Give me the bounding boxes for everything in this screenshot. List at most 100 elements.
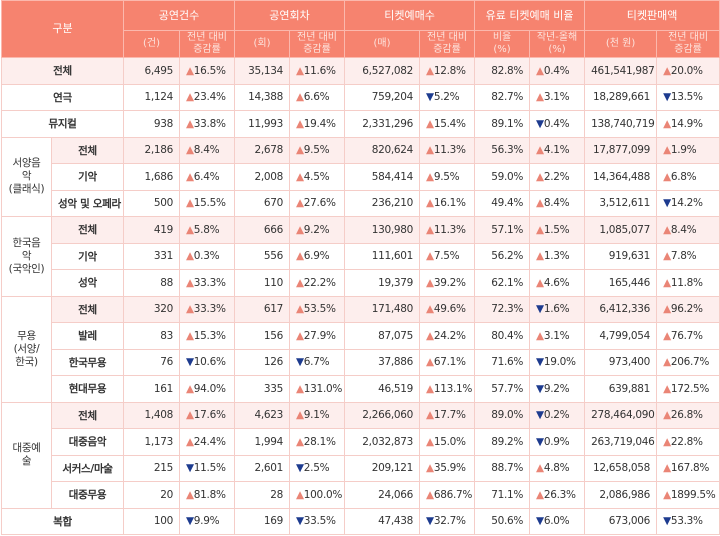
- header-performance-count: 공연건수: [122, 0, 236, 31]
- change-cell-decrease: ▼9.9%: [178, 507, 236, 535]
- change-cell-decrease: ▼6.0%: [529, 507, 586, 535]
- change-cell-decrease: ▼11.5%: [178, 454, 236, 482]
- group-label: 서양음악 (클래식): [1, 136, 52, 217]
- value-cell: 2,331,296: [344, 110, 421, 138]
- value-cell: 62.1%: [474, 269, 531, 297]
- value-cell: 584,414: [344, 163, 421, 191]
- value-cell: 2,266,060: [344, 401, 421, 429]
- change-cell-increase: ▲15.0%: [419, 428, 476, 456]
- value-cell: 1,173: [123, 428, 180, 456]
- table-row: 성악 및 오페라 500 ▲15.5% 670 ▲27.6% 236,210 ▲16.1% 4…: [2, 189, 720, 217]
- value-cell: 56.2%: [474, 242, 531, 270]
- value-cell: 83: [123, 322, 180, 350]
- table-row: 대중음악 1,173 ▲24.4% 1,994 ▲28.1% 2,032,873 ▲15.0…: [2, 428, 720, 456]
- change-cell-increase: ▲4.6%: [529, 269, 586, 297]
- change-cell-decrease: ▼0.9%: [529, 428, 586, 456]
- change-cell-increase: ▲6.6%: [289, 83, 346, 111]
- value-cell: 919,631: [584, 242, 658, 270]
- value-cell: 35,134: [234, 57, 291, 85]
- value-cell: 50.6%: [474, 507, 531, 535]
- row-label: 뮤지컬: [1, 110, 124, 138]
- subheader-cell: (건): [123, 30, 180, 58]
- change-cell-increase: ▲33.3%: [178, 295, 236, 323]
- change-cell-decrease: ▼32.7%: [419, 507, 476, 535]
- change-cell-increase: ▲2.2%: [529, 163, 586, 191]
- value-cell: 49.4%: [474, 189, 531, 217]
- value-cell: 320: [123, 295, 180, 323]
- change-cell-increase: ▲4.8%: [529, 454, 586, 482]
- value-cell: 215: [123, 454, 180, 482]
- value-cell: 2,601: [234, 454, 291, 482]
- table-row: 대중무용 20 ▲81.8% 28 ▲100.0% 24,066 ▲686.7% 71.1% ▲…: [2, 481, 720, 509]
- value-cell: 57.7%: [474, 375, 531, 403]
- value-cell: 335: [234, 375, 291, 403]
- table-row: 한국음악 (국악인) 전체 419 ▲5.8% 666 ▲9.2% 130,980 ▲11.3…: [1, 216, 720, 297]
- value-cell: 1,085,077: [584, 216, 658, 244]
- table-row: 전체 6,495 ▲16.5% 35,134 ▲11.6% 6,527,082 ▲12.8%…: [1, 57, 720, 85]
- change-cell-increase: ▲11.8%: [656, 269, 720, 297]
- change-cell-decrease: ▼53.3%: [656, 507, 720, 535]
- value-cell: 331: [123, 242, 180, 270]
- change-cell-increase: ▲76.7%: [656, 322, 720, 350]
- change-cell-increase: ▲7.8%: [656, 242, 720, 270]
- row-label: 기악: [51, 163, 124, 191]
- change-cell-increase: ▲3.1%: [529, 83, 586, 111]
- header-paid-ticket-ratio: 유료 티켓예매 비율: [474, 0, 586, 31]
- value-cell: 24,066: [344, 481, 421, 509]
- table-row: 서양음악 (클래식) 전체 2,186 ▲8.4% 2,678 ▲9.5% 820,624 ▲…: [1, 136, 720, 217]
- table-row: 서커스/마술 215 ▼11.5% 2,601 ▼2.5% 209,121 ▲35.9% 88…: [2, 454, 720, 482]
- value-cell: 46,519: [344, 375, 421, 403]
- row-label: 기악: [51, 242, 124, 270]
- change-cell-increase: ▲1.3%: [529, 242, 586, 270]
- table-row: 무용 (서양/ 한국) 전체 320 ▲33.3% 617 ▲53.5% 171,480 ▲4…: [1, 295, 720, 403]
- change-cell-increase: ▲100.0%: [289, 481, 346, 509]
- value-cell: 56.3%: [474, 136, 531, 164]
- change-cell-increase: ▲33.8%: [178, 110, 236, 138]
- value-cell: 973,400: [584, 348, 658, 376]
- row-label: 서커스/마술: [51, 454, 124, 482]
- table-row: 복합 100 ▼9.9% 169 ▼33.5% 47,438 ▼32.7% 50.6% ▼6.0…: [1, 507, 720, 535]
- change-cell-increase: ▲20.0%: [656, 57, 720, 85]
- change-cell-increase: ▲39.2%: [419, 269, 476, 297]
- change-cell-decrease: ▼33.5%: [289, 507, 346, 535]
- change-cell-decrease: ▼0.4%: [529, 110, 586, 138]
- subheader-cell: (천 원): [584, 30, 658, 58]
- change-cell-increase: ▲53.5%: [289, 295, 346, 323]
- table-row: 현대무용 161 ▲94.0% 335 ▲131.0% 46,519 ▲113.1% 57.7…: [2, 375, 720, 403]
- value-cell: 3,512,611: [584, 189, 658, 217]
- header-ticket-sales: 티켓판매액: [584, 0, 720, 31]
- change-cell-decrease: ▼1.6%: [529, 295, 586, 323]
- value-cell: 209,121: [344, 454, 421, 482]
- value-cell: 126: [234, 348, 291, 376]
- value-cell: 138,740,719: [584, 110, 658, 138]
- value-cell: 11,993: [234, 110, 291, 138]
- change-cell-decrease: ▼2.5%: [289, 454, 346, 482]
- change-cell-increase: ▲4.1%: [529, 136, 586, 164]
- value-cell: 37,886: [344, 348, 421, 376]
- value-cell: 670: [234, 189, 291, 217]
- table-row: 대중예술 전체 1,408 ▲17.6% 4,623 ▲9.1% 2,266,060 ▲17.…: [1, 401, 720, 509]
- change-cell-increase: ▲22.8%: [656, 428, 720, 456]
- change-cell-increase: ▲33.3%: [178, 269, 236, 297]
- subheader-cell: (회): [234, 30, 291, 58]
- change-cell-increase: ▲11.3%: [419, 216, 476, 244]
- table-row: 기악 331 ▲0.3% 556 ▲6.9% 111,601 ▲7.5% 56.2% ▲1.3%…: [2, 242, 720, 270]
- value-cell: 12,658,058: [584, 454, 658, 482]
- change-cell-increase: ▲3.1%: [529, 322, 586, 350]
- subheader-cell: 전년 대비 증감률: [419, 30, 476, 58]
- change-cell-increase: ▲1.5%: [529, 216, 586, 244]
- table-row: 기악 1,686 ▲6.4% 2,008 ▲4.5% 584,414 ▲9.5% 59.0% ▲…: [2, 163, 720, 191]
- header-ticket-bookings: 티켓예매수: [344, 0, 476, 31]
- value-cell: 28: [234, 481, 291, 509]
- subheader-cell: 작년-올해 (%): [529, 30, 586, 58]
- value-cell: 72.3%: [474, 295, 531, 323]
- change-cell-increase: ▲17.6%: [178, 401, 236, 429]
- value-cell: 759,204: [344, 83, 421, 111]
- value-cell: 161: [123, 375, 180, 403]
- change-cell-increase: ▲28.1%: [289, 428, 346, 456]
- value-cell: 4,623: [234, 401, 291, 429]
- value-cell: 165,446: [584, 269, 658, 297]
- value-cell: 6,412,336: [584, 295, 658, 323]
- value-cell: 82.8%: [474, 57, 531, 85]
- value-cell: 1,124: [123, 83, 180, 111]
